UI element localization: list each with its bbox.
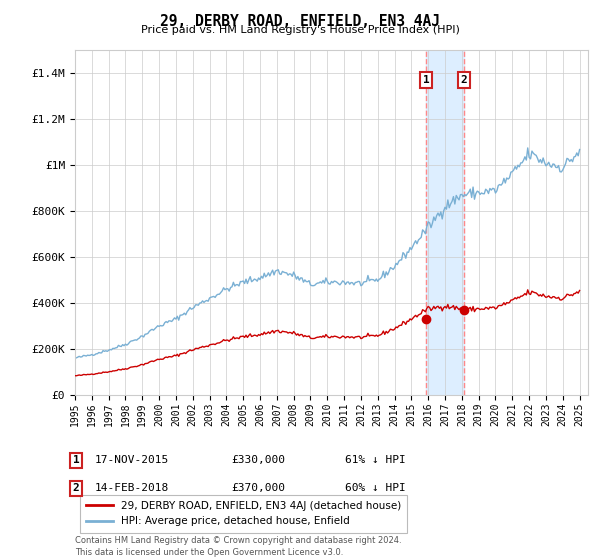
Text: 2: 2: [73, 483, 80, 493]
Text: 14-FEB-2018: 14-FEB-2018: [95, 483, 169, 493]
Text: £370,000: £370,000: [231, 483, 285, 493]
Text: 29, DERBY ROAD, ENFIELD, EN3 4AJ: 29, DERBY ROAD, ENFIELD, EN3 4AJ: [160, 14, 440, 29]
Text: Price paid vs. HM Land Registry's House Price Index (HPI): Price paid vs. HM Land Registry's House …: [140, 25, 460, 35]
Legend: 29, DERBY ROAD, ENFIELD, EN3 4AJ (detached house), HPI: Average price, detached : 29, DERBY ROAD, ENFIELD, EN3 4AJ (detach…: [80, 495, 407, 533]
Text: 1: 1: [423, 75, 430, 85]
Bar: [426, 50, 464, 395]
Text: 2: 2: [460, 75, 467, 85]
Text: £330,000: £330,000: [231, 455, 285, 465]
Text: 1: 1: [73, 455, 80, 465]
Text: 60% ↓ HPI: 60% ↓ HPI: [345, 483, 406, 493]
Text: 17-NOV-2015: 17-NOV-2015: [95, 455, 169, 465]
Text: Contains HM Land Registry data © Crown copyright and database right 2024.
This d: Contains HM Land Registry data © Crown c…: [75, 536, 401, 557]
Text: 61% ↓ HPI: 61% ↓ HPI: [345, 455, 406, 465]
